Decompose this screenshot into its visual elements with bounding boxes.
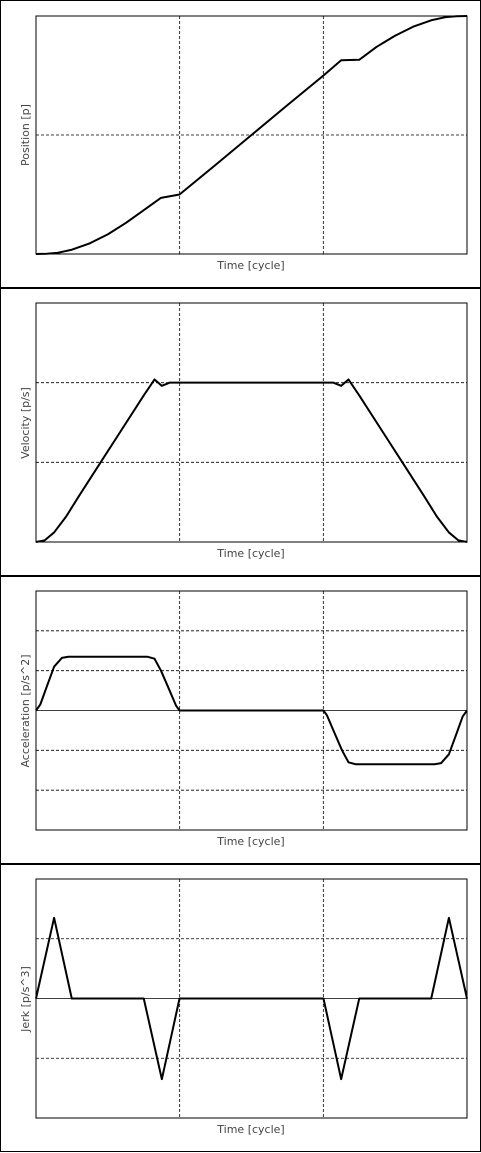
position-series (35, 15, 468, 255)
acceleration-curve (35, 655, 468, 766)
position-plot-area (35, 15, 468, 255)
velocity-chart: Time [cycle] Velocity [p/s] (19, 302, 468, 560)
position-y-axis-label: Position [p] (19, 104, 32, 166)
velocity-series (35, 378, 468, 543)
velocity-grid (36, 303, 467, 542)
jerk-curve (35, 916, 468, 1081)
velocity-curve (35, 378, 468, 543)
position-chart: Time [cycle] Position [p] (19, 15, 468, 272)
acceleration-x-axis-label: Time [cycle] (216, 835, 284, 848)
acceleration-series (35, 655, 468, 766)
position-chart-panel: Time [cycle] Position [p] (0, 0, 481, 288)
acceleration-y-axis-label: Acceleration [p/s^2] (19, 654, 32, 767)
acceleration-chart-panel: Time [cycle] Acceleration [p/s^2] (0, 576, 481, 864)
velocity-y-axis-label: Velocity [p/s] (19, 387, 32, 459)
velocity-x-axis-label: Time [cycle] (216, 547, 284, 560)
position-x-axis-label: Time [cycle] (216, 259, 284, 272)
jerk-series (35, 916, 468, 1081)
velocity-chart-panel: Time [cycle] Velocity [p/s] (0, 288, 481, 576)
position-curve (35, 15, 468, 255)
jerk-chart: Time [cycle] Jerk [p/s^3] (19, 878, 468, 1136)
jerk-x-axis-label: Time [cycle] (216, 1123, 284, 1136)
acceleration-chart: Time [cycle] Acceleration [p/s^2] (19, 590, 468, 848)
velocity-plot-area (35, 302, 468, 543)
jerk-y-axis-label: Jerk [p/s^3] (19, 966, 32, 1033)
jerk-chart-panel: Time [cycle] Jerk [p/s^3] (0, 864, 481, 1152)
